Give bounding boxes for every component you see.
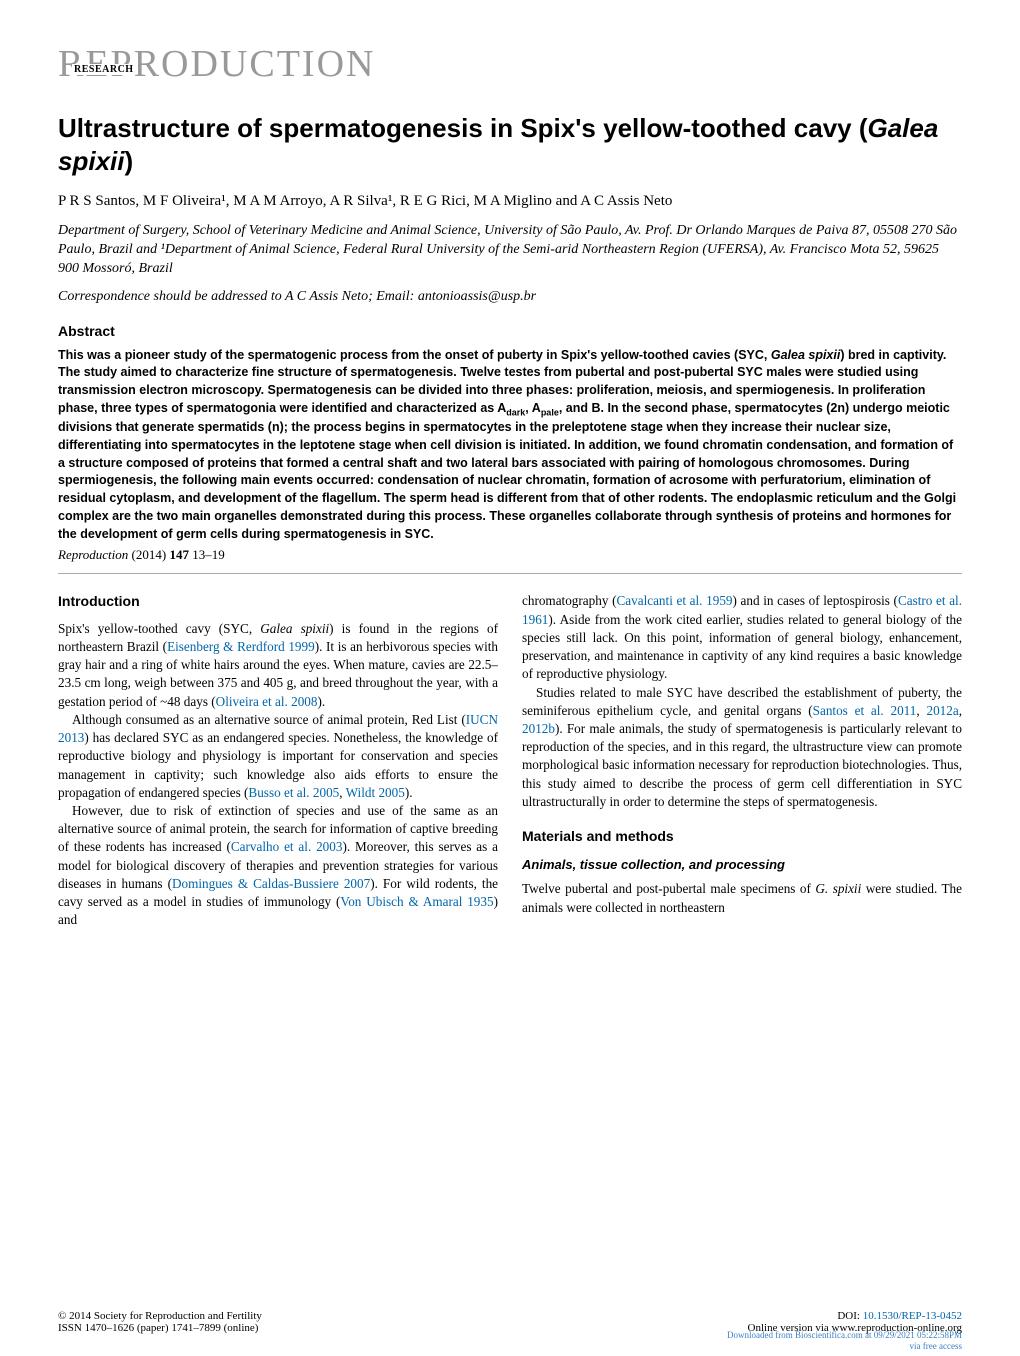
intro-p1: Spix's yellow-toothed cavy (SYC, Galea s…	[58, 620, 498, 711]
affiliations: Department of Surgery, School of Veterin…	[58, 222, 962, 279]
p4c: ). Aside from the work cited earlier, st…	[522, 612, 962, 682]
methods-p1: Twelve pubertal and post-pubertal male s…	[522, 880, 962, 916]
p1ref2[interactable]: Oliveira et al. 2008	[216, 694, 318, 709]
copyright: © 2014 Society for Reproduction and Fert…	[58, 1310, 262, 1322]
p4ref1[interactable]: Cavalcanti et al. 1959	[616, 593, 732, 608]
mp1species: G. spixii	[815, 881, 861, 896]
doi-label: DOI:	[837, 1310, 862, 1322]
citation-year: (2014)	[128, 547, 169, 562]
intro-p2: Although consumed as an alternative sour…	[58, 711, 498, 802]
left-column: Introduction Spix's yellow-toothed cavy …	[58, 592, 498, 929]
p2ref3[interactable]: Wildt 2005	[346, 785, 405, 800]
methods-heading: Materials and methods	[522, 827, 962, 846]
body-columns: Introduction Spix's yellow-toothed cavy …	[58, 592, 962, 929]
mp1a: Twelve pubertal and post-pubertal male s…	[522, 881, 815, 896]
article-title: Ultrastructure of spermatogenesis in Spi…	[58, 112, 962, 177]
p1a: Spix's yellow-toothed cavy (SYC,	[58, 621, 260, 636]
p3ref1[interactable]: Carvalho et al. 2003	[231, 839, 343, 854]
p5b: ,	[916, 703, 926, 718]
p5d: ). For male animals, the study of sperma…	[522, 721, 962, 809]
introduction-heading: Introduction	[58, 592, 498, 611]
p1species: Galea spixii	[260, 621, 329, 636]
citation-pages: 13–19	[189, 547, 225, 562]
abstract-sub2: pale	[541, 407, 559, 417]
divider	[58, 573, 962, 574]
download-watermark: Downloaded from Bioscientifica.com at 09…	[727, 1330, 962, 1352]
title-main: Ultrastructure of spermatogenesis in Spi…	[58, 113, 868, 143]
research-label: RESEARCH	[72, 64, 136, 75]
abstract-post2: , and B. In the second phase, spermatocy…	[58, 401, 956, 541]
title-tail: )	[124, 146, 133, 176]
p5ref1[interactable]: Santos et al. 2011	[813, 703, 917, 718]
abstract-sub1: dark	[506, 407, 525, 417]
p3ref3[interactable]: Von Ubisch & Amaral 1935	[340, 894, 493, 909]
p5c: ,	[959, 703, 962, 718]
abstract-mid1: , A	[525, 401, 541, 415]
intro-p4: chromatography (Cavalcanti et al. 1959) …	[522, 592, 962, 683]
correspondence: Correspondence should be addressed to A …	[58, 289, 962, 305]
citation-journal: Reproduction	[58, 547, 128, 562]
p2a: Although consumed as an alternative sour…	[72, 712, 466, 727]
abstract-text: This was a pioneer study of the spermato…	[58, 347, 962, 544]
p2d: ).	[405, 785, 413, 800]
right-column: chromatography (Cavalcanti et al. 1959) …	[522, 592, 962, 929]
p4b: ) and in cases of leptospirosis (	[733, 593, 898, 608]
footer-left: © 2014 Society for Reproduction and Fert…	[58, 1310, 262, 1334]
wm-line2: via free access	[727, 1341, 962, 1352]
methods-subheading: Animals, tissue collection, and processi…	[522, 856, 962, 874]
authors: P R S Santos, M F Oliveira¹, M A M Arroy…	[58, 193, 962, 210]
intro-p3: However, due to risk of extinction of sp…	[58, 802, 498, 930]
abstract-species: Galea spixii	[771, 348, 840, 362]
p5ref2[interactable]: 2012a	[926, 703, 958, 718]
abstract-heading: Abstract	[58, 323, 962, 339]
issn: ISSN 1470–1626 (paper) 1741–7899 (online…	[58, 1322, 262, 1334]
wm-line1: Downloaded from Bioscientifica.com at 09…	[727, 1330, 962, 1341]
doi-link[interactable]: 10.1530/REP-13-0452	[863, 1310, 962, 1322]
p2ref2[interactable]: Busso et al. 2005	[248, 785, 339, 800]
abstract-pre: This was a pioneer study of the spermato…	[58, 348, 771, 362]
p3ref2[interactable]: Domingues & Caldas-Bussiere 2007	[172, 876, 370, 891]
intro-p5: Studies related to male SYC have describ…	[522, 684, 962, 812]
citation-volume: 147	[169, 547, 189, 562]
p1ref1[interactable]: Eisenberg & Rerdford 1999	[167, 639, 315, 654]
doi-line: DOI: 10.1530/REP-13-0452	[748, 1310, 962, 1322]
p5ref3[interactable]: 2012b	[522, 721, 555, 736]
p1d: ).	[317, 694, 325, 709]
journal-banner: REPRODUCTION RESEARCH	[58, 42, 962, 86]
p4a: chromatography (	[522, 593, 616, 608]
citation-line: Reproduction (2014) 147 13–19	[58, 547, 962, 563]
